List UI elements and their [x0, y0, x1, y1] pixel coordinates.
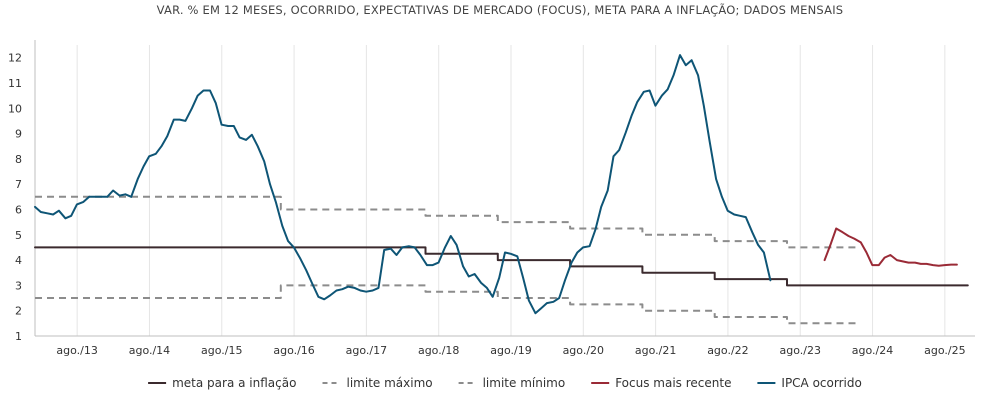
series-line-ipca-ocorrido: [34, 54, 772, 315]
x-tick-label: ago./21: [635, 344, 676, 357]
x-tick-label: ago./23: [779, 344, 820, 357]
y-tick-label: 7: [15, 178, 22, 191]
x-tick-label: ago./20: [563, 344, 604, 357]
legend-item-meta-para-a-inflacao: meta para a inflação: [148, 376, 296, 390]
x-tick-label: ago./17: [346, 344, 387, 357]
series-line-limite-maximo: [35, 195, 860, 249]
x-tick-label: ago./25: [924, 344, 965, 357]
x-tick-label: ago./18: [418, 344, 459, 357]
grid-lines: [76, 45, 946, 336]
y-tick-label: 3: [15, 279, 22, 292]
y-tick-label: 1: [15, 330, 22, 343]
axes: ago./13 ago./14 ago./15 ago./16 ago./17 ago./…: [8, 40, 975, 357]
chart-title: VAR. % EM 12 MESES, OCORRIDO, EXPECTATIV…: [157, 2, 844, 17]
y-tick-label: 12: [8, 52, 22, 65]
y-tick-label: 9: [15, 128, 22, 141]
y-tick-label: 11: [8, 77, 22, 90]
series-line-focus-mais-recente: [823, 227, 958, 267]
x-tick-label: ago./14: [129, 344, 170, 357]
legend-label: limite mínimo: [483, 376, 566, 390]
y-tick-label: 2: [15, 305, 22, 318]
legend-item-limite-minimo: limite mínimo: [458, 376, 566, 390]
series-lines: [34, 54, 969, 325]
series-line-limite-minimo: [35, 284, 860, 325]
legend-item-focus-mais-recente: Focus mais recente: [591, 376, 731, 390]
y-tick-label: 5: [15, 229, 22, 242]
legend-item-limite-maximo: limite máximo: [322, 376, 433, 390]
legend-label: IPCA ocorrido: [781, 376, 861, 390]
x-tick-label: ago./15: [201, 344, 242, 357]
legend-item-ipca-ocorrido: IPCA ocorrido: [757, 376, 862, 390]
x-tick-label: ago./19: [490, 344, 531, 357]
legend: meta para a inflação limite máximo limite …: [148, 376, 862, 390]
legend-label: Focus mais recente: [615, 376, 731, 390]
y-tick-label: 6: [15, 203, 22, 216]
y-tick-label: 8: [15, 153, 22, 166]
x-tick-label: ago./24: [852, 344, 893, 357]
y-tick-label: 10: [8, 102, 22, 115]
legend-label: meta para a inflação: [172, 376, 296, 390]
series-line-meta-para-a-inflacao: [34, 246, 969, 287]
y-tick-label: 4: [15, 254, 22, 267]
x-tick-label: ago./13: [56, 344, 97, 357]
x-tick-label: ago./22: [707, 344, 748, 357]
legend-label: limite máximo: [347, 376, 433, 390]
x-tick-label: ago./16: [273, 344, 314, 357]
